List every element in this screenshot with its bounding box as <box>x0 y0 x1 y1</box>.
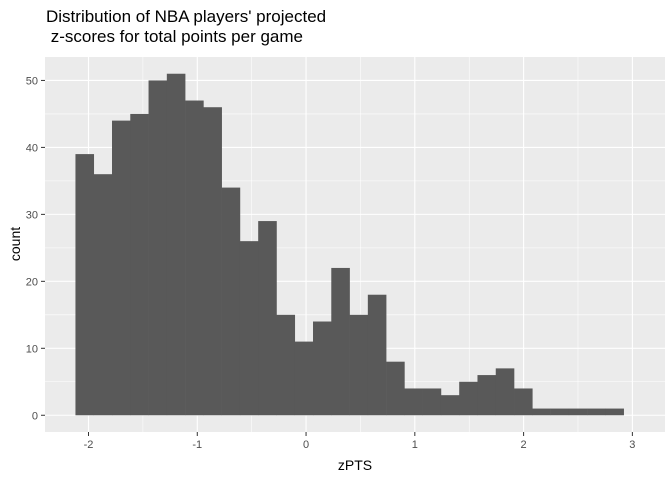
histogram-bar <box>587 408 606 416</box>
histogram-bar <box>349 314 369 416</box>
histogram-bar <box>130 113 149 416</box>
histogram-bar <box>148 80 168 416</box>
histogram-bar <box>605 408 624 416</box>
histogram-bar <box>550 408 570 416</box>
histogram-bar <box>532 408 551 416</box>
y-tick-label: 10 <box>26 343 38 355</box>
x-tick-label: 2 <box>521 439 527 451</box>
x-tick-label: -2 <box>84 439 94 451</box>
histogram-bar <box>221 187 241 416</box>
x-tick-label: 3 <box>629 439 635 451</box>
x-axis: -2 -1 0 1 2 3 <box>84 432 635 451</box>
x-axis-title: zPTS <box>338 457 372 473</box>
x-tick-label: 0 <box>303 439 309 451</box>
y-tick-label: 40 <box>26 142 38 154</box>
histogram-bar <box>185 100 204 416</box>
histogram-bar <box>258 221 277 416</box>
histogram-bar <box>112 120 131 416</box>
histogram-bar <box>75 154 95 416</box>
chart-title-line-2: z-scores for total points per game <box>46 27 303 46</box>
y-tick-label: 0 <box>32 410 38 422</box>
histogram-bar <box>404 388 423 416</box>
histogram-bar <box>239 241 259 416</box>
histogram-bar <box>459 381 478 416</box>
x-tick-label: 1 <box>412 439 418 451</box>
y-tick-label: 30 <box>26 209 38 221</box>
histogram-bar <box>422 388 442 416</box>
histogram-bar <box>386 361 405 416</box>
histogram-bar <box>514 388 533 416</box>
histogram-bar <box>477 375 497 416</box>
y-axis: 0 10 20 30 40 50 <box>26 75 45 422</box>
y-tick-label: 20 <box>26 276 38 288</box>
chart-title-line-1: Distribution of NBA players' projected <box>46 7 326 26</box>
y-tick-label: 50 <box>26 75 38 87</box>
histogram-bar <box>331 267 350 416</box>
histogram-bar <box>568 408 588 416</box>
histogram-bar <box>440 395 460 416</box>
histogram-bar <box>93 174 113 416</box>
histogram-bar <box>276 314 296 416</box>
histogram-bar <box>203 107 222 416</box>
y-axis-title: count <box>7 227 23 261</box>
x-tick-label: -1 <box>192 439 202 451</box>
histogram-bar <box>367 294 387 416</box>
histogram-bar <box>313 321 332 416</box>
histogram-bar <box>166 73 186 416</box>
histogram-bar <box>294 341 314 416</box>
histogram-bars <box>75 73 624 416</box>
histogram-bar <box>495 368 515 416</box>
